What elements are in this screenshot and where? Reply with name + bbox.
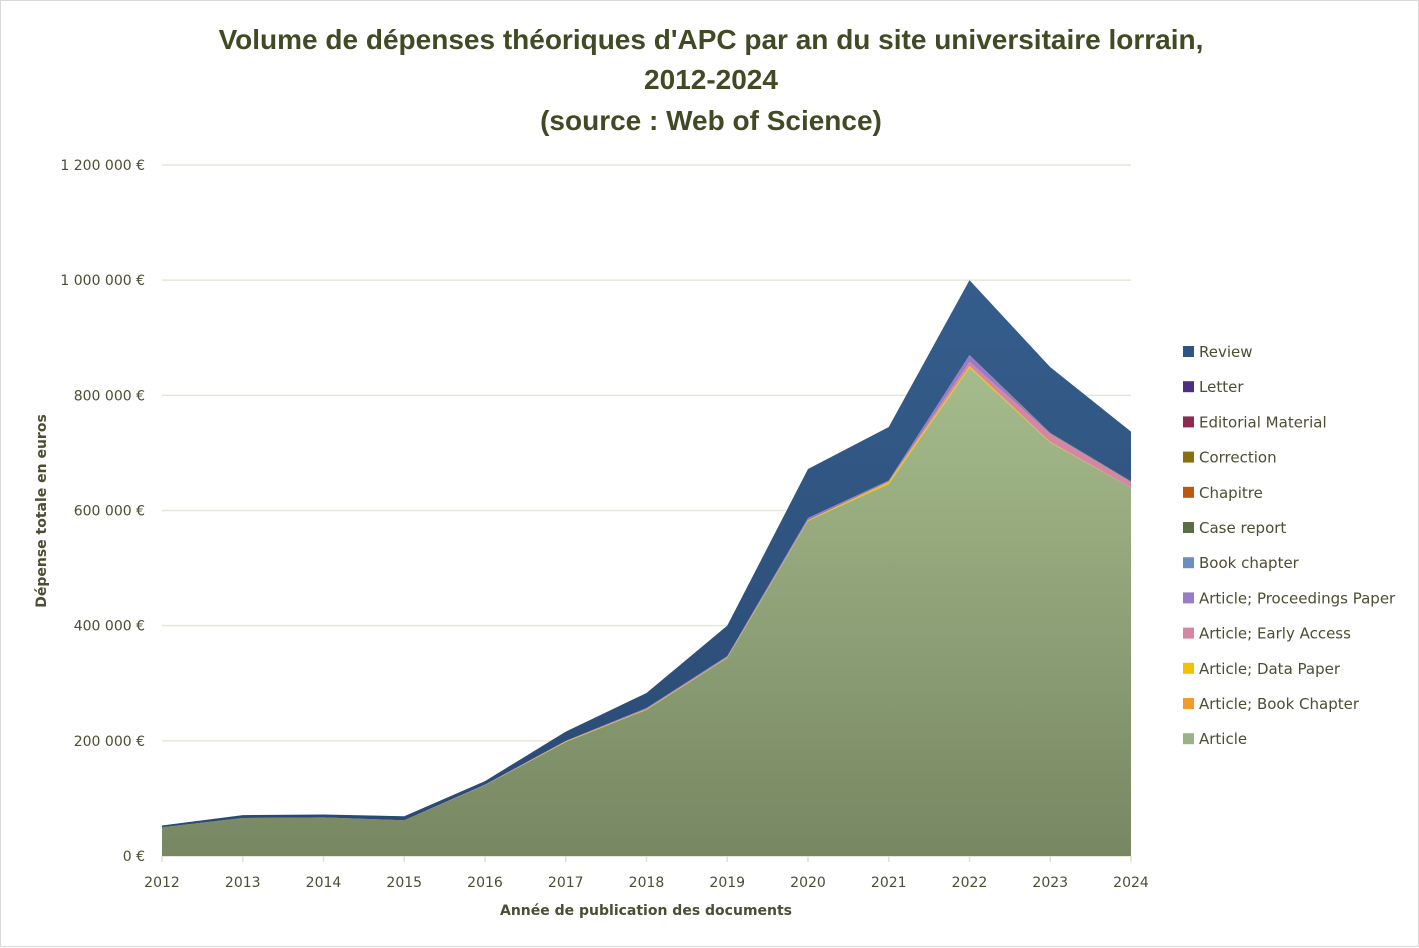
legend-swatch — [1183, 381, 1194, 393]
x-axis-label: Année de publication des documents — [500, 903, 792, 919]
legend-swatch — [1183, 627, 1194, 639]
legend-swatch — [1183, 557, 1194, 569]
chart-title-line-3: (source : Web of Science) — [540, 105, 882, 136]
y-tick-label: 1 000 000 € — [60, 273, 145, 289]
legend-item: Letter — [1183, 378, 1244, 396]
y-tick-label: 0 € — [123, 849, 145, 865]
x-tick-label: 2020 — [790, 875, 826, 891]
legend-swatch — [1183, 733, 1194, 745]
x-tick-label: 2014 — [306, 875, 342, 891]
x-tick-label: 2018 — [629, 875, 665, 891]
legend-label: Article; Proceedings Paper — [1199, 589, 1396, 607]
legend-label: Article — [1199, 730, 1247, 748]
y-tick-label: 200 000 € — [74, 734, 145, 750]
legend-label: Review — [1199, 343, 1253, 361]
y-tick-label: 800 000 € — [74, 388, 145, 404]
chart-title-line-2: 2012-2024 — [644, 64, 778, 95]
legend-swatch — [1183, 662, 1194, 674]
area-article — [162, 367, 1131, 856]
chart-title-line-1: Volume de dépenses théoriques d'APC par … — [219, 24, 1204, 55]
x-tick-label: 2022 — [952, 875, 988, 891]
legend-label: Book chapter — [1199, 554, 1300, 572]
legend-label: Correction — [1199, 449, 1277, 467]
legend-item: Review — [1183, 343, 1253, 361]
legend-item: Article — [1183, 730, 1247, 748]
x-tick-label: 2021 — [871, 875, 907, 891]
x-tick-label: 2013 — [225, 875, 261, 891]
legend-swatch — [1183, 451, 1194, 463]
x-tick-label: 2015 — [386, 875, 422, 891]
legend-item: Case report — [1183, 519, 1286, 537]
x-tick-label: 2019 — [709, 875, 745, 891]
legend-item: Article; Proceedings Paper — [1183, 589, 1396, 607]
legend-item: Editorial Material — [1183, 413, 1327, 431]
legend-item: Book chapter — [1183, 554, 1300, 572]
legend-label: Letter — [1199, 378, 1244, 396]
x-tick-label: 2016 — [467, 875, 503, 891]
legend-swatch — [1183, 346, 1194, 357]
legend-label: Article; Early Access — [1199, 625, 1351, 643]
legend-label: Chapitre — [1199, 484, 1263, 502]
legend-label: Article; Data Paper — [1199, 660, 1341, 678]
legend-swatch — [1183, 522, 1194, 533]
x-tick-label: 2024 — [1113, 875, 1149, 891]
legend-item: Article; Early Access — [1183, 625, 1351, 643]
legend-swatch — [1183, 698, 1194, 709]
legend-swatch — [1183, 416, 1194, 428]
legend-item: Article; Data Paper — [1183, 660, 1341, 678]
x-tick-label: 2017 — [548, 875, 584, 891]
legend-item: Correction — [1183, 449, 1277, 467]
legend-item: Article; Book Chapter — [1183, 695, 1360, 713]
y-tick-label: 600 000 € — [74, 504, 145, 520]
x-tick-label: 2023 — [1032, 875, 1068, 891]
legend-label: Article; Book Chapter — [1199, 695, 1360, 713]
x-tick-label: 2012 — [144, 875, 180, 891]
y-axis-label: Dépense totale en euros — [34, 414, 50, 608]
legend-label: Case report — [1199, 519, 1286, 537]
legend-label: Editorial Material — [1199, 413, 1327, 431]
y-tick-label: 400 000 € — [74, 619, 145, 635]
y-tick-label: 1 200 000 € — [60, 158, 145, 174]
legend-item: Chapitre — [1183, 484, 1263, 502]
legend-swatch — [1183, 486, 1194, 498]
legend-swatch — [1183, 592, 1194, 604]
